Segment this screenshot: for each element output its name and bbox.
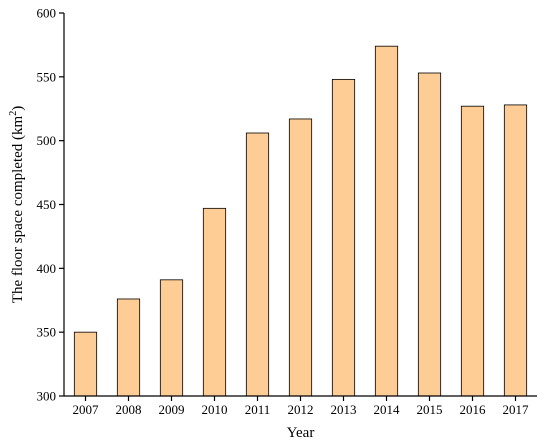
bar-2007 (73, 331, 98, 397)
y-axis-title-suffix: ) (10, 106, 26, 111)
y-tick-label: 550 (37, 69, 57, 84)
bar-2010 (202, 207, 227, 397)
bars-group (73, 45, 528, 397)
y-axis-title-superscript: 2 (8, 111, 19, 116)
x-tick-label: 2009 (159, 402, 185, 417)
y-tick-label: 300 (37, 389, 57, 404)
x-tick-label: 2015 (417, 402, 443, 417)
y-axis-ticks: 300 350 400 450 500 550 600 (37, 6, 64, 404)
bar-2012 (288, 118, 313, 397)
x-tick-label: 2007 (73, 402, 100, 417)
x-tick-label: 2017 (503, 402, 530, 417)
bar-2017 (503, 104, 528, 397)
y-tick-label: 450 (37, 197, 57, 212)
x-tick-label: 2010 (202, 402, 228, 417)
x-tick-label: 2012 (288, 402, 314, 417)
x-axis-ticks: 2007 2008 2009 2010 2011 2012 2013 2014 2015 2016… (73, 396, 530, 417)
bar-2009 (159, 279, 184, 397)
x-tick-label: 2011 (245, 402, 271, 417)
x-axis-title: Year (287, 425, 315, 441)
bar-2015 (417, 72, 442, 397)
y-tick-label: 400 (37, 261, 57, 276)
x-tick-label: 2013 (331, 402, 357, 417)
bar-2011 (245, 132, 270, 397)
x-tick-label: 2014 (374, 402, 401, 417)
x-tick-label: 2016 (460, 402, 487, 417)
y-axis-title-main: The floor space completed (km (10, 115, 26, 303)
bar-2008 (116, 298, 141, 397)
x-tick-label: 2008 (116, 402, 142, 417)
bar-2013 (331, 78, 356, 397)
y-tick-label: 600 (37, 6, 57, 21)
bar-2014 (374, 45, 399, 397)
y-tick-label: 500 (37, 133, 57, 148)
bar-2016 (460, 105, 485, 397)
y-axis-title: The floor space completed (km2) (8, 106, 26, 303)
y-tick-label: 350 (37, 325, 57, 340)
